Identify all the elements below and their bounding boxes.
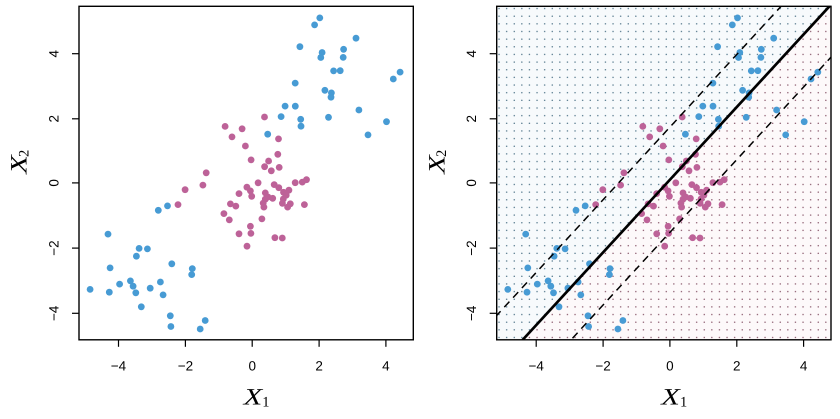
svg-text:0: 0 — [248, 359, 256, 374]
svg-text:X: X — [424, 153, 450, 175]
svg-text:2: 2 — [733, 359, 741, 374]
svg-text:2: 2 — [434, 150, 450, 157]
svg-text:4: 4 — [800, 359, 808, 374]
svg-text:0: 0 — [46, 179, 61, 187]
svg-text:X: X — [660, 385, 682, 411]
svg-text:−4: −4 — [111, 359, 127, 374]
svg-text:1: 1 — [262, 394, 269, 410]
svg-text:−4: −4 — [464, 305, 479, 321]
svg-text:2: 2 — [46, 115, 61, 123]
svg-text:4: 4 — [382, 359, 390, 374]
svg-text:−2: −2 — [46, 240, 61, 255]
svg-text:0: 0 — [464, 179, 479, 187]
svg-text:−2: −2 — [595, 359, 610, 374]
svg-text:−2: −2 — [464, 240, 479, 255]
svg-text:−2: −2 — [178, 359, 193, 374]
svg-text:2: 2 — [464, 115, 479, 123]
svg-text:4: 4 — [464, 49, 479, 57]
svg-text:2: 2 — [17, 150, 33, 157]
svg-text:−4: −4 — [46, 305, 61, 321]
svg-text:4: 4 — [46, 49, 61, 57]
svg-text:−4: −4 — [528, 359, 544, 374]
svg-text:X: X — [7, 153, 33, 175]
svg-text:2: 2 — [315, 359, 323, 374]
svg-text:X: X — [242, 385, 264, 411]
svg-text:0: 0 — [666, 359, 674, 374]
svg-text:1: 1 — [680, 394, 687, 410]
